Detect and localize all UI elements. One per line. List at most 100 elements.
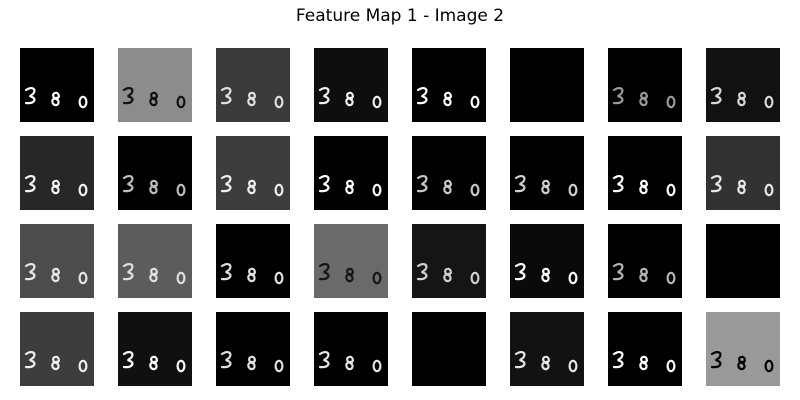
- feature-map-image: [118, 48, 192, 122]
- feature-map-image: [314, 312, 388, 386]
- feature-map-tile: [706, 312, 780, 386]
- digit-0-stroke: [372, 95, 382, 109]
- feature-map-tile: [510, 312, 584, 386]
- digit-0-stroke: [764, 95, 774, 109]
- feature-map-tile: [216, 48, 290, 122]
- digit-0-stroke: [666, 95, 676, 109]
- digit-8-stroke: [345, 355, 354, 371]
- digits-strokes: [122, 263, 186, 285]
- digits-strokes: [612, 263, 676, 285]
- digits-strokes: [416, 87, 480, 109]
- digit-8-stroke: [345, 267, 354, 283]
- feature-map-tile: [314, 312, 388, 386]
- digit-0-stroke: [470, 95, 480, 109]
- feature-map-image: [118, 224, 192, 298]
- feature-map-image: [412, 48, 486, 122]
- digit-8-stroke: [247, 179, 256, 195]
- feature-map-image: [412, 136, 486, 210]
- feature-map-image: [412, 224, 486, 298]
- feature-map-tile: [608, 48, 682, 122]
- feature-map-image: [608, 136, 682, 210]
- feature-map-tile: [20, 48, 94, 122]
- digit-8-stroke: [149, 91, 158, 107]
- digit-3-stroke: [24, 351, 36, 369]
- digits-strokes: [416, 263, 480, 285]
- digit-3-stroke: [318, 263, 330, 281]
- feature-map-tile: [706, 136, 780, 210]
- digit-8-stroke: [443, 179, 452, 195]
- feature-map-image: [706, 48, 780, 122]
- digits-strokes: [318, 175, 382, 197]
- feature-map-image: [706, 312, 780, 386]
- feature-map-tile: [314, 224, 388, 298]
- feature-map-tile: [118, 224, 192, 298]
- digit-3-stroke: [220, 175, 232, 193]
- digits-strokes: [318, 87, 382, 109]
- digit-0-stroke: [764, 359, 774, 373]
- feature-map-image: [608, 48, 682, 122]
- digit-0-stroke: [274, 359, 284, 373]
- digit-8-stroke: [737, 179, 746, 195]
- digits-strokes: [220, 351, 284, 373]
- digit-0-stroke: [78, 183, 88, 197]
- digits-strokes: [514, 351, 578, 373]
- digit-3-stroke: [710, 263, 722, 281]
- digit-8-stroke: [149, 179, 158, 195]
- feature-map-tile: [118, 136, 192, 210]
- digit-0-stroke: [470, 183, 480, 197]
- feature-map-tile: [510, 136, 584, 210]
- digit-0-stroke: [176, 95, 186, 109]
- digit-3-stroke: [318, 87, 330, 105]
- digit-3-stroke: [612, 87, 624, 105]
- digits-strokes: [514, 175, 578, 197]
- feature-map-image: [510, 312, 584, 386]
- digit-8-stroke: [639, 355, 648, 371]
- digit-8-stroke: [443, 91, 452, 107]
- digit-8-stroke: [639, 91, 648, 107]
- digits-strokes: [318, 263, 382, 285]
- feature-map-tile: [216, 312, 290, 386]
- digit-3-stroke: [416, 87, 428, 105]
- digit-3-stroke: [220, 263, 232, 281]
- digit-0-stroke: [764, 271, 774, 285]
- digit-0-stroke: [764, 183, 774, 197]
- digit-8-stroke: [541, 91, 550, 107]
- digit-0-stroke: [372, 271, 382, 285]
- digit-8-stroke: [345, 91, 354, 107]
- digit-8-stroke: [345, 179, 354, 195]
- digit-8-stroke: [51, 91, 60, 107]
- digits-strokes: [220, 175, 284, 197]
- digit-0-stroke: [78, 95, 88, 109]
- digit-0-stroke: [666, 359, 676, 373]
- digit-8-stroke: [737, 355, 746, 371]
- digit-3-stroke: [514, 87, 526, 105]
- digits-strokes: [710, 175, 774, 197]
- feature-map-image: [510, 136, 584, 210]
- digit-8-stroke: [51, 267, 60, 283]
- feature-map-image: [706, 224, 780, 298]
- digit-8-stroke: [443, 267, 452, 283]
- digits-strokes: [416, 351, 480, 373]
- digit-8-stroke: [639, 179, 648, 195]
- digit-0-stroke: [274, 271, 284, 285]
- digit-0-stroke: [666, 183, 676, 197]
- digit-8-stroke: [51, 179, 60, 195]
- digits-strokes: [24, 175, 88, 197]
- feature-map-tile: [510, 48, 584, 122]
- digit-3-stroke: [122, 87, 134, 105]
- digits-strokes: [514, 87, 578, 109]
- feature-map-image: [706, 136, 780, 210]
- digit-8-stroke: [247, 91, 256, 107]
- digit-8-stroke: [541, 355, 550, 371]
- feature-map-tile: [412, 224, 486, 298]
- digit-8-stroke: [541, 267, 550, 283]
- feature-map-tile: [20, 136, 94, 210]
- feature-map-tile: [118, 48, 192, 122]
- digit-8-stroke: [737, 91, 746, 107]
- digit-3-stroke: [24, 87, 36, 105]
- digit-3-stroke: [318, 351, 330, 369]
- digits-strokes: [318, 351, 382, 373]
- digits-strokes: [710, 263, 774, 285]
- digit-0-stroke: [176, 359, 186, 373]
- digit-3-stroke: [612, 351, 624, 369]
